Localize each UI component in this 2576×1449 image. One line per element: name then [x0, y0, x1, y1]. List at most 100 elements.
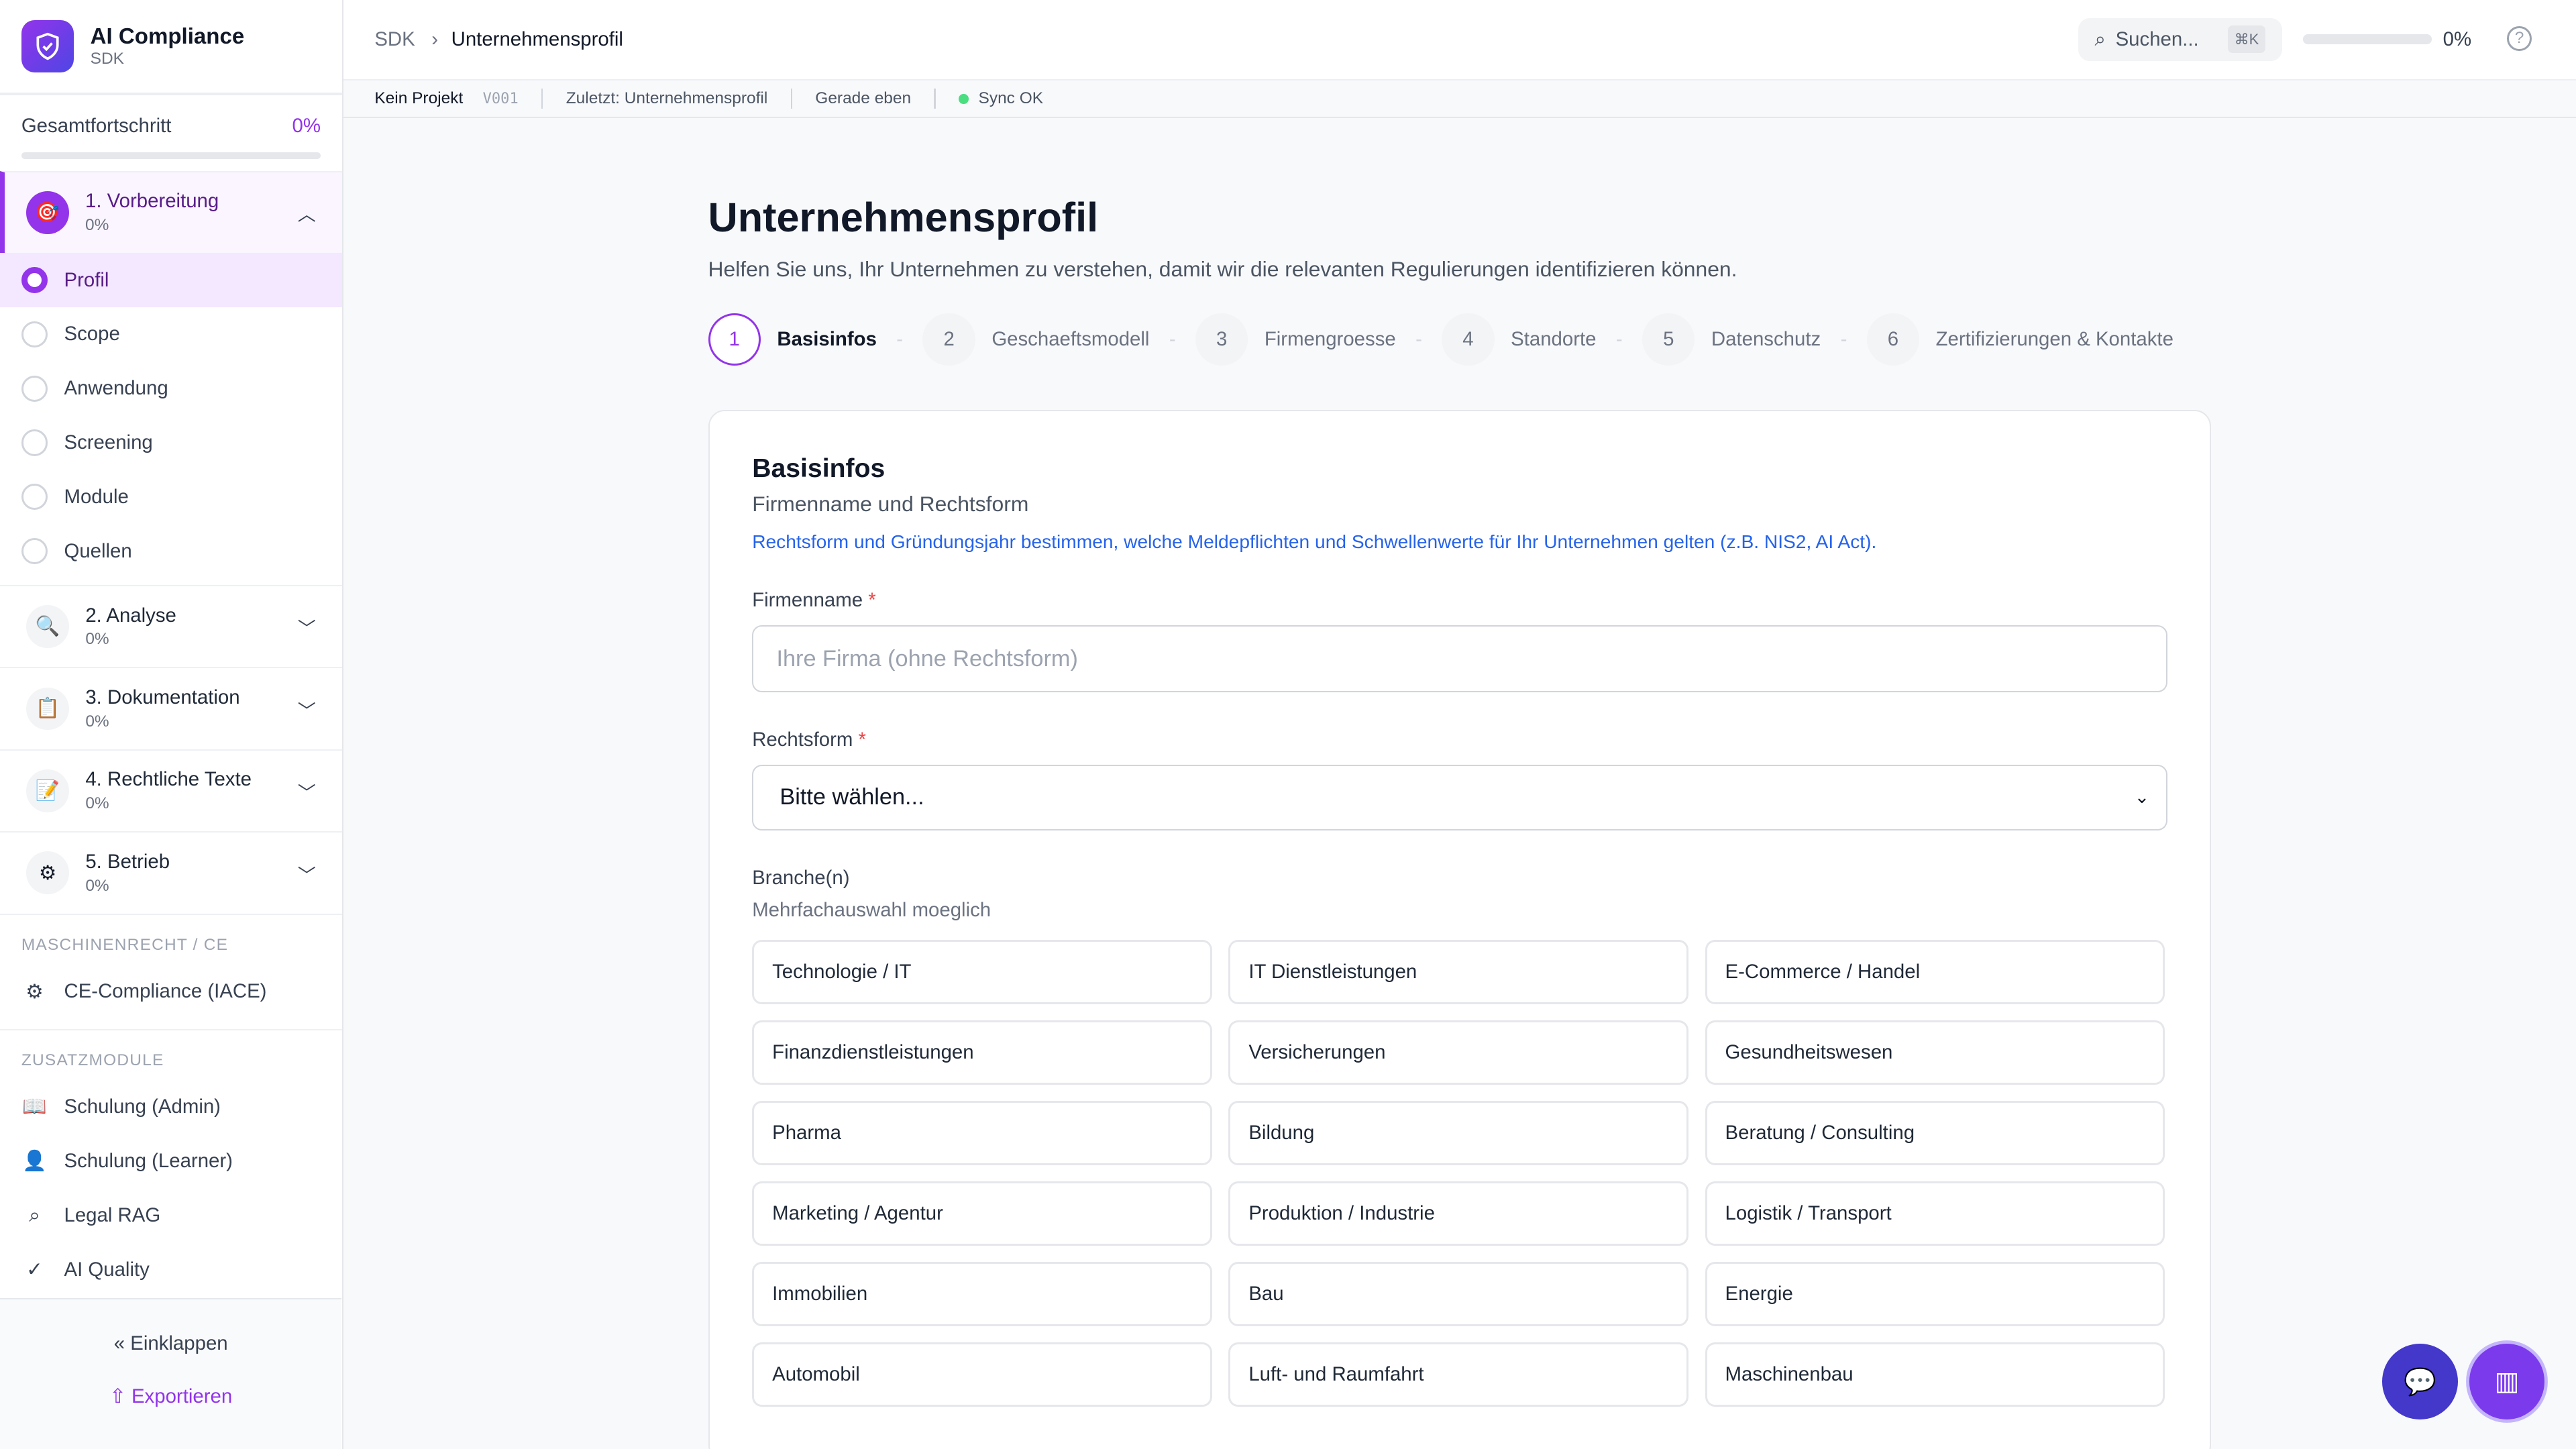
field-label-rechtsform: Rechtsform * [752, 729, 866, 751]
branch-option[interactable]: Logistik / Transport [1705, 1181, 2165, 1246]
step-label: Firmengroesse [1264, 328, 1396, 351]
section-pct: 0% [85, 794, 109, 813]
wizard-step-4[interactable]: 4 Standorte [1442, 313, 1597, 366]
chevron-down-icon[interactable]: ﹀ [297, 783, 316, 804]
nav-item-schulung-learner[interactable]: 👤 Schulung (Learner) [0, 1134, 342, 1189]
search-button[interactable]: ⌕ Suchen... ⌘K [2078, 17, 2282, 61]
breadcrumb-root[interactable]: SDK [374, 28, 415, 50]
branch-options: Technologie / IT IT Dienstleistungen E-Com… [752, 940, 2167, 1407]
wizard-step-5[interactable]: 5 Datenschutz [1642, 313, 1821, 366]
branch-option[interactable]: Finanzdienstleistungen [752, 1020, 1212, 1085]
branch-option[interactable]: Technologie / IT [752, 940, 1212, 1004]
nav-item-screening[interactable]: Screening [0, 416, 342, 470]
branch-option[interactable]: Maschinenbau [1705, 1342, 2165, 1407]
shield-check-icon [21, 19, 74, 73]
nav-item-profil[interactable]: Profil [0, 253, 342, 307]
branch-option[interactable]: Marketing / Agentur [752, 1181, 1212, 1246]
header-progress-bar [2303, 34, 2432, 45]
search-placeholder: Suchen... [2115, 28, 2199, 50]
timestamp: Gerade eben [815, 89, 912, 108]
nav-item-legal-rag[interactable]: ⌕ Legal RAG [0, 1189, 342, 1243]
step-label: Geschaeftsmodell [991, 328, 1150, 351]
nav-label: Schulung (Admin) [64, 1095, 221, 1118]
section-dokumentation[interactable]: 📋 3. Dokumentation 0% ﹀ [0, 667, 342, 749]
nav-item-anwendung[interactable]: Anwendung [0, 362, 342, 416]
branch-option[interactable]: Automobil [752, 1342, 1212, 1407]
chevron-down-icon[interactable]: ﹀ [297, 865, 316, 885]
columns-icon: ▥ [2494, 1367, 2520, 1397]
step-number: 4 [1442, 313, 1495, 366]
wizard-step-2[interactable]: 2 Geschaeftsmodell [922, 313, 1149, 366]
branch-option[interactable]: Produktion / Industrie [1228, 1181, 1689, 1246]
check-circle-icon: ✓ [26, 1258, 43, 1281]
step-indicator-icon [21, 266, 48, 294]
branch-option[interactable]: Beratung / Consulting [1705, 1101, 2165, 1165]
help-icon[interactable]: ? [2507, 26, 2532, 51]
section-label: 2. Analyse [85, 604, 176, 627]
step-indicator-icon [21, 375, 48, 402]
wizard-step-6[interactable]: 6 Zertifizierungen & Kontakte [1866, 313, 2174, 366]
upload-icon: ⇧ [109, 1385, 131, 1407]
branch-option[interactable]: IT Dienstleistungen [1228, 940, 1689, 1004]
status-bar: Kein Projekt V001 Zuletzt: Unternehmensp… [343, 80, 2576, 119]
brand-subtitle: SDK [90, 50, 124, 68]
branch-option[interactable]: Bildung [1228, 1101, 1689, 1165]
branch-option[interactable]: Bau [1228, 1262, 1689, 1326]
nav-item-ai-quality[interactable]: ✓ AI Quality [0, 1242, 342, 1297]
step-indicator-icon [21, 537, 48, 565]
brand[interactable]: AI Compliance SDK [0, 0, 342, 96]
label-text: Firmenname [752, 589, 863, 612]
select-value: Bitte wählen... [780, 784, 924, 810]
main-content: Unternehmensprofil Helfen Sie uns, Ihr U… [708, 194, 2212, 1449]
nav-label: CE-Compliance (IACE) [64, 980, 267, 1003]
section-rechtliche-texte[interactable]: 📝 4. Rechtliche Texte 0% ﹀ [0, 749, 342, 831]
wizard-step-3[interactable]: 3 Firmengroesse [1195, 313, 1396, 366]
layout-button[interactable]: ▥ [2469, 1344, 2545, 1419]
step-number: 6 [1866, 313, 1920, 366]
progress-label: Gesamtfortschritt [21, 115, 172, 138]
nav-label: Schulung (Learner) [64, 1150, 233, 1173]
section-pct: 0% [85, 630, 109, 649]
branch-option[interactable]: E-Commerce / Handel [1705, 940, 2165, 1004]
nav-item-schulung-admin[interactable]: 📖 Schulung (Admin) [0, 1080, 342, 1134]
breadcrumb: SDK › Unternehmensprofil [374, 28, 623, 51]
collapse-label: Einklappen [130, 1332, 228, 1354]
chevron-up-icon[interactable]: ︿ [297, 205, 316, 225]
company-name-input[interactable]: Ihre Firma (ohne Rechtsform) [752, 625, 2167, 693]
branch-option[interactable]: Energie [1705, 1262, 2165, 1326]
progress-bar [21, 152, 321, 160]
search-icon: ⌕ [29, 1204, 40, 1227]
nav-label: Screening [64, 431, 153, 453]
branch-option[interactable]: Gesundheitswesen [1705, 1020, 2165, 1085]
branch-option[interactable]: Luft- und Raumfahrt [1228, 1342, 1689, 1407]
collapse-button[interactable]: « Einklappen [0, 1332, 341, 1355]
page-title: Unternehmensprofil [708, 194, 1099, 240]
nav-item-ce-compliance[interactable]: ⚙ CE-Compliance (IACE) [0, 965, 342, 1019]
field-label-firmenname: Firmenname * [752, 589, 876, 612]
nav-label: Module [64, 485, 129, 508]
project-name[interactable]: Kein Projekt [374, 89, 464, 108]
section-vorbereitung[interactable]: 🎯 1. Vorbereitung 0% ︿ [0, 170, 342, 254]
nav-item-module[interactable]: Module [0, 470, 342, 524]
export-button[interactable]: ⇧ Exportieren [0, 1385, 341, 1408]
branch-option[interactable]: Versicherungen [1228, 1020, 1689, 1085]
chevron-down-icon[interactable]: ﹀ [297, 700, 316, 721]
last-edited: Zuletzt: Unternehmensprofil [566, 89, 768, 108]
branch-option[interactable]: Immobilien [752, 1262, 1212, 1326]
section-analyse[interactable]: 🔍 2. Analyse 0% ﹀ [0, 584, 342, 667]
branch-option[interactable]: Pharma [752, 1101, 1212, 1165]
section-label: 1. Vorbereitung [85, 190, 219, 213]
section-betrieb[interactable]: ⚙ 5. Betrieb 0% ﹀ [0, 831, 342, 913]
nav-item-quellen[interactable]: Quellen [0, 524, 342, 578]
wizard-step-1[interactable]: 1 Basisinfos [708, 313, 877, 366]
nav-label: Profil [64, 268, 109, 291]
step-indicator-icon [21, 321, 48, 347]
label-text: Rechtsform [752, 729, 853, 751]
nav-label: Anwendung [64, 377, 168, 400]
chevron-down-icon[interactable]: ﹀ [297, 619, 316, 639]
target-icon: 🎯 [25, 191, 69, 234]
legal-form-select[interactable]: Bitte wählen... ⌄ [752, 764, 2167, 830]
chat-button[interactable]: 💬 [2382, 1344, 2458, 1419]
nav-item-scope[interactable]: Scope [0, 307, 342, 362]
section-label: 3. Dokumentation [85, 686, 240, 708]
